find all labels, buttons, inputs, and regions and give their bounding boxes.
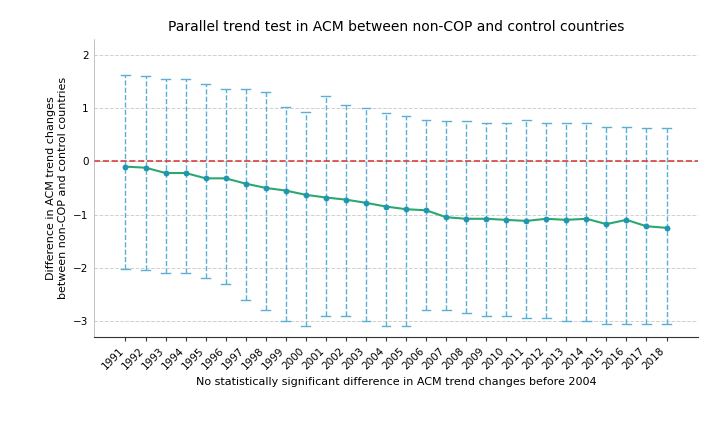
Point (280, 187, 292, 194)
Point (500, 216, 512, 223)
Point (160, 169, 171, 176)
Point (600, 221, 612, 228)
Point (541, 215, 552, 222)
X-axis label: No statistically significant difference in ACM trend changes before 2004: No statistically significant difference … (196, 378, 596, 388)
Point (661, 224, 672, 231)
Point (441, 214, 452, 221)
Point (480, 215, 492, 222)
Point (140, 164, 151, 171)
Point (220, 175, 231, 182)
Point (580, 215, 592, 222)
Point (561, 216, 572, 223)
Point (200, 175, 212, 182)
Point (320, 194, 332, 201)
Point (380, 203, 392, 210)
Point (621, 216, 632, 223)
Point (300, 191, 312, 198)
Point (400, 206, 412, 213)
Y-axis label: Difference in ACM trend changes
between non-COP and control countries: Difference in ACM trend changes between … (46, 77, 68, 299)
Point (521, 217, 532, 224)
Point (240, 180, 251, 187)
Point (641, 223, 652, 230)
Point (340, 196, 351, 203)
Title: Parallel trend test in ACM between non-COP and control countries: Parallel trend test in ACM between non-C… (168, 19, 624, 34)
Point (260, 184, 271, 191)
Point (180, 169, 192, 176)
Point (460, 215, 472, 222)
Point (120, 163, 131, 170)
Point (420, 207, 432, 214)
Point (360, 200, 372, 206)
